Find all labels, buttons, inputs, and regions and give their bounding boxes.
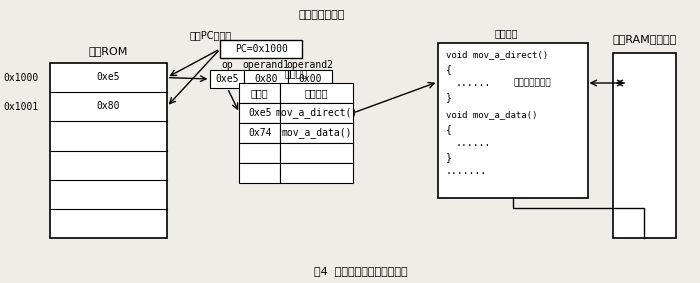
Text: 读写虚拟存储器: 读写虚拟存储器 <box>514 78 552 87</box>
Text: 0xe5: 0xe5 <box>97 72 120 82</box>
Bar <box>280 123 353 143</box>
Bar <box>239 123 280 143</box>
Text: operand1: operand1 <box>243 60 290 70</box>
Bar <box>239 83 280 103</box>
Bar <box>280 143 353 163</box>
Text: 0x80: 0x80 <box>254 74 278 84</box>
Text: mov_a_data(): mov_a_data() <box>281 128 352 138</box>
Bar <box>211 70 244 88</box>
Text: 虚拟指令执行器: 虚拟指令执行器 <box>299 10 345 20</box>
Bar <box>612 53 676 238</box>
Text: 执行指令: 执行指令 <box>494 28 518 38</box>
Bar <box>239 163 280 183</box>
Text: op: op <box>221 60 233 70</box>
Bar <box>280 83 353 103</box>
Text: 执行函数: 执行函数 <box>304 88 328 98</box>
Bar <box>239 143 280 163</box>
Text: }: } <box>446 152 452 162</box>
Text: 0x1000: 0x1000 <box>4 72 38 83</box>
Text: }: } <box>446 92 452 102</box>
Text: ......: ...... <box>456 138 491 148</box>
Text: ......: ...... <box>456 78 491 88</box>
Text: void mov_a_direct(): void mov_a_direct() <box>446 50 548 59</box>
Text: 虚拟RAM和寄存器: 虚拟RAM和寄存器 <box>612 34 676 44</box>
Text: {: { <box>446 124 452 134</box>
Text: mov_a_direct(): mov_a_direct() <box>275 108 358 119</box>
Text: 虚拟ROM: 虚拟ROM <box>89 46 128 56</box>
Bar <box>280 163 353 183</box>
Text: 操作码: 操作码 <box>251 88 269 98</box>
Text: 0x1001: 0x1001 <box>4 102 38 112</box>
Text: 0x74: 0x74 <box>248 128 272 138</box>
Bar <box>280 103 353 123</box>
Text: 0xe5: 0xe5 <box>248 108 272 118</box>
Bar <box>288 70 332 88</box>
Text: 图4  虚拟指令执行器的结构图: 图4 虚拟指令执行器的结构图 <box>314 266 407 276</box>
Text: PC=0x1000: PC=0x1000 <box>234 44 288 54</box>
Text: 分析指令: 分析指令 <box>284 68 308 78</box>
Bar <box>244 70 288 88</box>
Bar <box>50 63 167 238</box>
Bar <box>438 43 589 198</box>
Text: 根据PC取指令: 根据PC取指令 <box>189 30 232 40</box>
Text: operand2: operand2 <box>286 60 333 70</box>
Text: 0xe5: 0xe5 <box>216 74 239 84</box>
Text: 0x80: 0x80 <box>97 101 120 111</box>
Text: {: { <box>446 64 452 74</box>
Text: void mov_a_data(): void mov_a_data() <box>446 110 538 119</box>
Text: 0x00: 0x00 <box>298 74 321 84</box>
Bar <box>239 103 280 123</box>
Text: .......: ....... <box>446 166 487 176</box>
Bar <box>220 40 302 58</box>
